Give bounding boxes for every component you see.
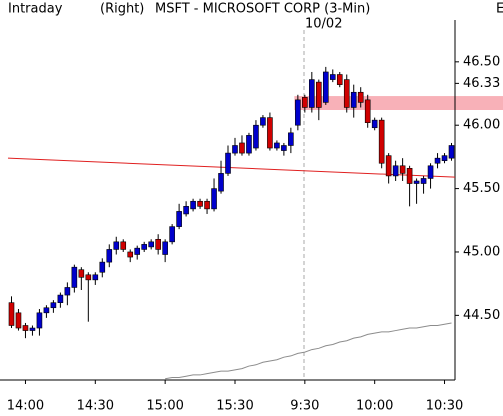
candle-body <box>378 119 385 164</box>
y-tick-label: 46.50 <box>463 54 500 69</box>
candle-body <box>155 238 161 250</box>
side-label: (Right) <box>100 2 144 17</box>
candle-body <box>343 79 350 108</box>
candle-body <box>113 241 120 250</box>
candle-body <box>92 274 99 281</box>
candle-body <box>302 97 308 108</box>
candle-body <box>106 249 113 263</box>
candle-body <box>350 91 357 108</box>
candle-body <box>71 266 78 288</box>
candle-body <box>22 325 29 331</box>
candle-body <box>162 241 168 255</box>
candle-body <box>127 251 134 258</box>
date-label: 10/02 <box>305 17 342 32</box>
x-tick-label: 10:00 <box>356 399 393 414</box>
candle-body <box>197 200 203 207</box>
candle-body <box>281 145 287 151</box>
candle-body <box>211 188 217 210</box>
candle-body <box>371 119 378 129</box>
candle-body <box>204 200 210 210</box>
candle-body <box>36 312 43 329</box>
candle-body <box>43 307 50 314</box>
candle-body <box>336 74 343 85</box>
y-tick-label: 45.50 <box>463 181 500 196</box>
candle-body <box>399 165 406 174</box>
candle-body <box>309 79 315 108</box>
x-tick-label: 15:00 <box>146 399 183 414</box>
trendline <box>7 157 456 178</box>
candle-body <box>225 152 231 174</box>
x-tick-label: 9:30 <box>290 399 319 414</box>
candle-body <box>134 247 141 255</box>
chart-title: MSFT - MICROSOFT CORP (3-Min) <box>155 2 370 17</box>
candle-body <box>169 226 175 243</box>
candle-body <box>364 99 371 123</box>
candle-body <box>120 241 127 250</box>
candle-body <box>441 155 448 162</box>
moving-average <box>165 322 452 380</box>
candle-body <box>218 173 224 192</box>
candle-body <box>141 244 147 250</box>
x-tick-label: 14:30 <box>77 399 114 414</box>
x-tick-label: 10:30 <box>426 399 463 414</box>
x-tick-label: 14:00 <box>7 399 44 414</box>
candle-body <box>253 124 259 149</box>
y-tick-label: 45.00 <box>463 244 500 259</box>
candle-body <box>316 81 322 108</box>
candle-body <box>29 327 36 331</box>
candle-body <box>239 142 245 154</box>
candle-body <box>15 312 22 329</box>
y-tick-label: 46.00 <box>463 118 500 133</box>
candle-body <box>267 117 273 149</box>
candle-body <box>420 178 427 184</box>
candle-body <box>357 91 364 103</box>
y-tick-label: 46.33 <box>463 76 500 91</box>
candle-body <box>99 261 106 273</box>
candle-body <box>176 211 182 227</box>
x-tick-label: 15:30 <box>216 399 253 414</box>
candle-body <box>50 302 57 309</box>
candle-body <box>78 269 85 278</box>
candle-body <box>232 145 238 154</box>
candle-body <box>64 287 71 296</box>
candle-body <box>295 99 301 126</box>
candle-body <box>406 168 413 184</box>
y-tick-label: 44.50 <box>463 308 500 323</box>
candle-body <box>448 145 455 159</box>
candle-body <box>274 142 280 149</box>
candle-body <box>322 71 329 103</box>
candle-body <box>246 135 252 154</box>
candle-body <box>148 241 154 248</box>
candle-body <box>190 200 196 210</box>
candle-body <box>427 165 434 179</box>
candle-body <box>183 206 189 215</box>
candle-body <box>392 165 399 177</box>
candle-body <box>260 117 266 126</box>
candle-body <box>85 274 92 281</box>
candle-body <box>385 155 392 177</box>
candle-body <box>434 157 441 164</box>
candle-body <box>8 302 15 326</box>
candle-body <box>329 74 336 80</box>
candle-body <box>413 180 420 184</box>
candle-body <box>57 294 64 303</box>
corner-label: E <box>496 2 503 17</box>
header: Intraday <box>8 2 63 17</box>
candle-body <box>288 132 294 146</box>
